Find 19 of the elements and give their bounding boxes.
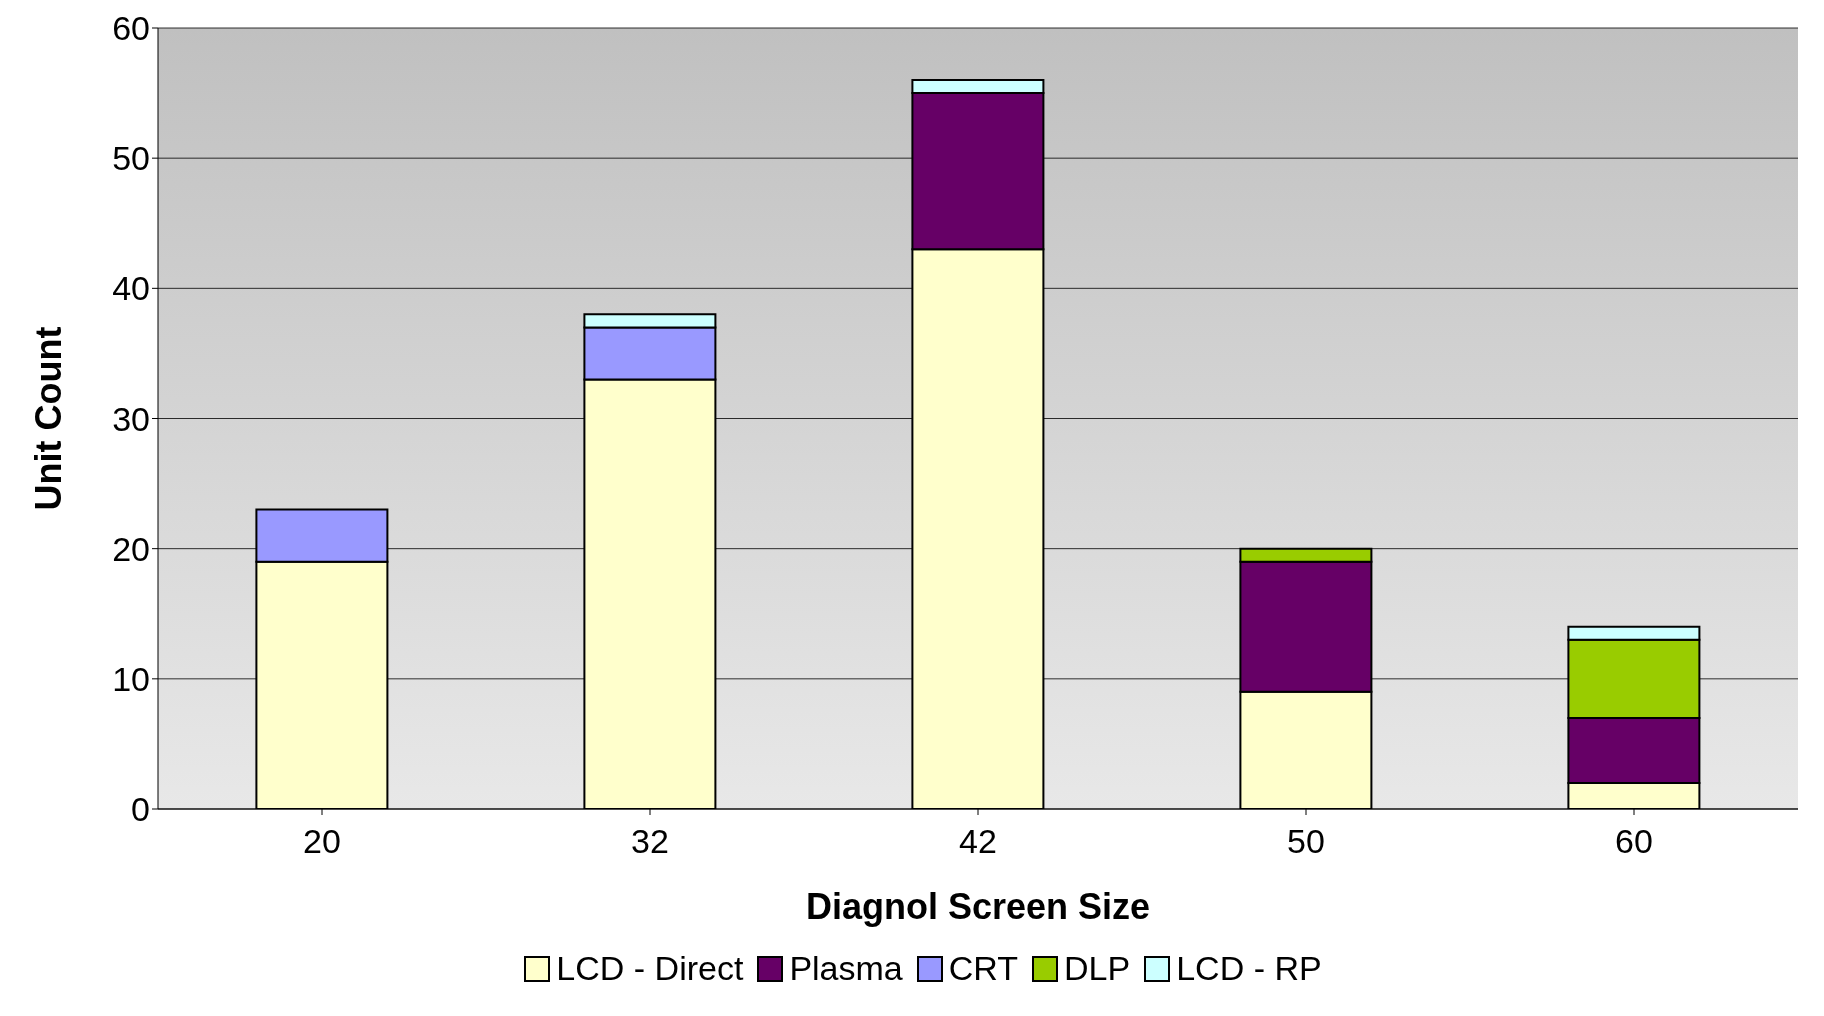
- y-tick-label: 50: [112, 139, 150, 178]
- y-tick-label: 40: [112, 269, 150, 308]
- x-tick-label: 20: [303, 822, 341, 861]
- legend-label: LCD - RP: [1176, 949, 1322, 988]
- y-tick-label: 30: [112, 399, 150, 438]
- legend-label: CRT: [948, 949, 1019, 988]
- y-tick-label: 20: [112, 529, 150, 568]
- x-tick-label: 32: [631, 822, 669, 861]
- x-tick-label: 42: [959, 822, 997, 861]
- y-tick-label: 60: [112, 9, 150, 48]
- x-tick-label: 50: [1287, 822, 1325, 861]
- x-tick-label: 60: [1615, 822, 1653, 861]
- y-tick-label: 10: [112, 659, 150, 698]
- legend-label: LCD - Direct: [556, 949, 744, 988]
- y-axis-title: Unit Count: [27, 326, 69, 511]
- legend-label: DLP: [1064, 949, 1131, 988]
- legend-label: Plasma: [789, 949, 903, 988]
- x-axis-title: Diagnol Screen Size: [805, 886, 1151, 927]
- y-tick-label: 0: [131, 790, 150, 829]
